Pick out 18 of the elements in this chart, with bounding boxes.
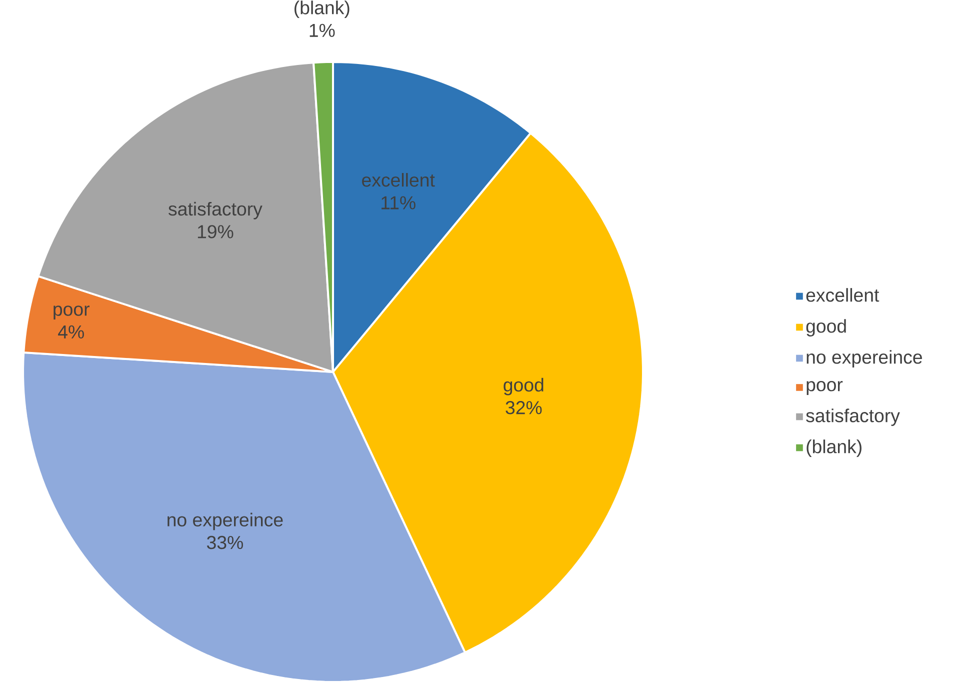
legend-label: no expereince [806, 350, 922, 368]
slice-label: excellent [362, 173, 435, 187]
data-label: 11% [382, 196, 416, 210]
legend-label: poor [806, 381, 843, 395]
slice-label: poor [54, 306, 90, 320]
legend-label: (blank) [806, 440, 862, 457]
data-label: 1% [310, 24, 335, 37]
data-label: 19% [198, 225, 234, 238]
slice-label: satisfactory [168, 202, 262, 220]
legend-label: satisfactory [806, 408, 900, 426]
slice-label: (blank) [294, 0, 350, 18]
data-label: 33% [207, 536, 243, 550]
data-label: 32% [506, 401, 542, 414]
legend-label: good [806, 319, 846, 336]
slice-label: good [504, 378, 544, 396]
legend-label: excellent [806, 288, 880, 302]
data-label: 4% [58, 325, 84, 338]
slice-label: no expereince [168, 512, 283, 530]
